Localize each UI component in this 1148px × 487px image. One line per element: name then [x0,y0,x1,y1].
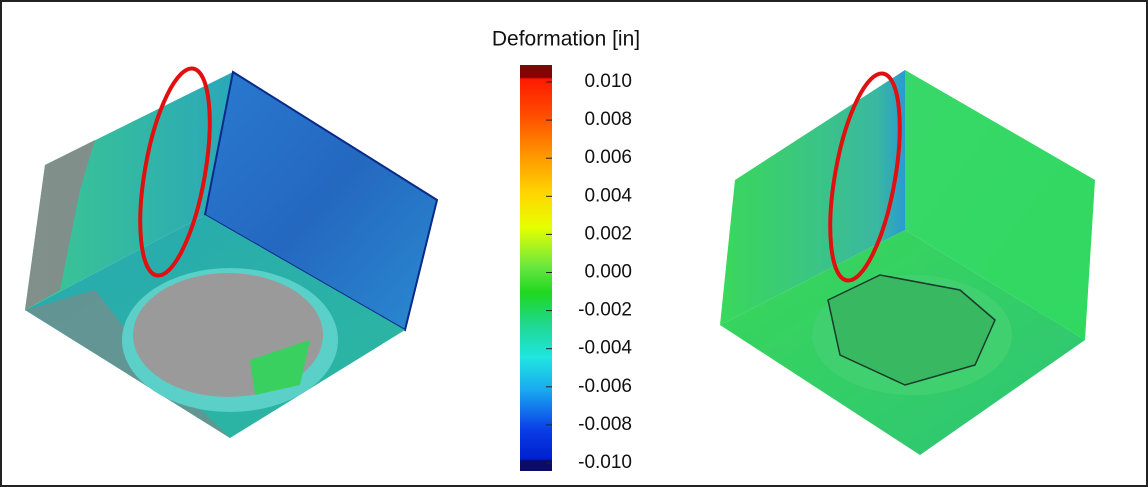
tick-label: 0.010 [584,71,632,92]
tick-label: 0.004 [584,185,632,206]
color-bar [520,65,552,471]
tick-label: -0.008 [578,414,632,435]
legend-title: Deformation [in] [492,28,640,51]
tick-label: 0.006 [584,147,632,168]
tick-label: 0.002 [584,223,632,244]
tick-label: -0.002 [578,300,632,321]
tick-label: -0.006 [578,376,632,397]
tick-label: -0.004 [578,338,632,359]
tick-label: -0.010 [578,452,632,473]
tick-label: 0.008 [584,109,632,130]
figure: Deformation [in] 0.010 0.008 0.006 0.004 0.0… [0,0,1148,487]
tick-label: 0.000 [584,262,632,283]
